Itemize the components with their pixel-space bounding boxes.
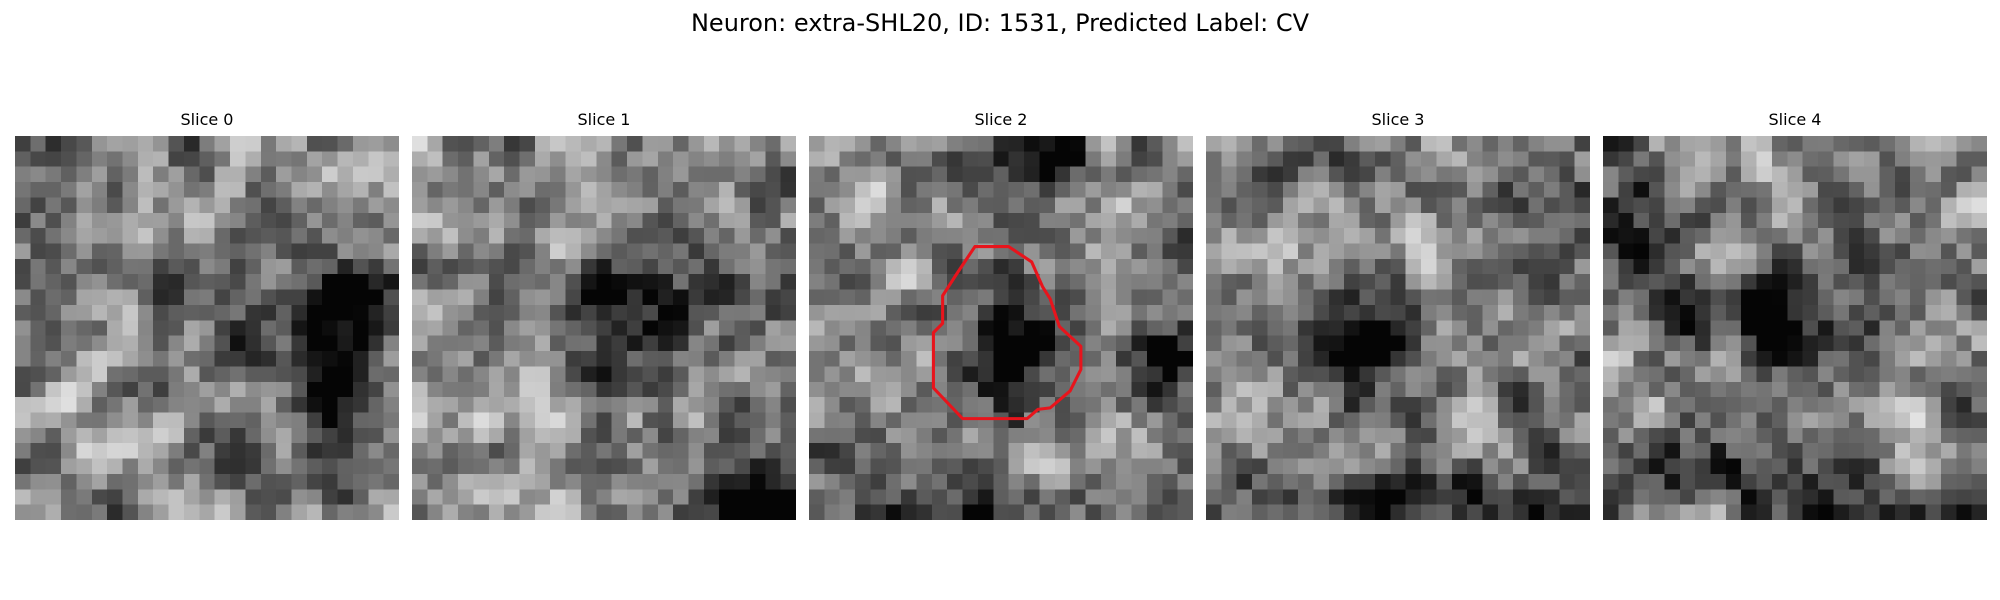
panel-slice-4: Slice 4 (1603, 109, 1987, 520)
slice-image (1603, 136, 1987, 520)
panel-slice-1: Slice 1 (412, 109, 796, 520)
slice-title: Slice 4 (1768, 110, 1822, 129)
slice-title: Slice 2 (974, 110, 1028, 129)
panel-slice-3: Slice 3 (1206, 109, 1590, 520)
slice-image (15, 136, 399, 520)
slice-title: Slice 0 (180, 110, 234, 129)
slice-image (809, 136, 1193, 520)
slice-title: Slice 1 (577, 110, 631, 129)
slice-image (1206, 136, 1590, 520)
panel-slice-2: Slice 2 (809, 109, 1193, 520)
slice-image (412, 136, 796, 520)
panel-slice-0: Slice 0 (15, 109, 399, 520)
figure-title: Neuron: extra-SHL20, ID: 1531, Predicted… (690, 9, 1310, 37)
slice-title: Slice 3 (1371, 110, 1425, 129)
neuron-contour (931, 245, 1083, 421)
